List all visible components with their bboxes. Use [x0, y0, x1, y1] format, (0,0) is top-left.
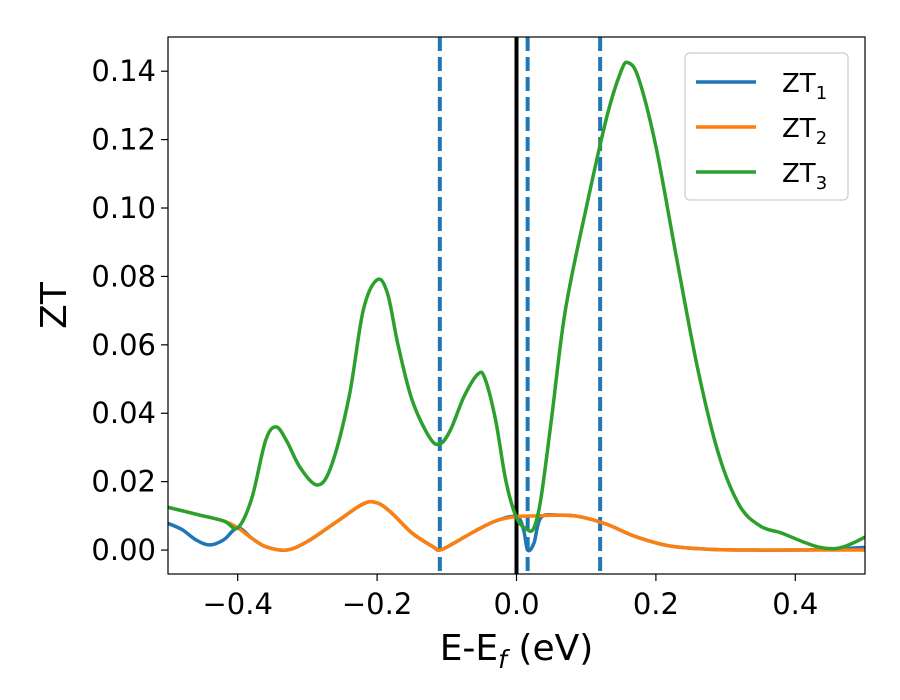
- x-tick-label: −0.2: [342, 587, 412, 621]
- legend-label-zt2: ZT2: [782, 114, 827, 149]
- x-tick-label: 0.2: [633, 587, 679, 621]
- x-tick-label: 0.4: [772, 587, 818, 621]
- reference-lines: [437, 37, 603, 574]
- y-tick-label: 0.00: [91, 533, 156, 567]
- series-line-zt3: [168, 60, 865, 551]
- legend-label-zt3: ZT3: [782, 159, 827, 194]
- y-tick-label: 0.04: [91, 396, 156, 430]
- axes: −0.4 −0.2 0.0 0.2 0.4 0.00 0.02 0.04 0.06 0.08 0.1…: [34, 36, 866, 674]
- y-tick-label: 0.08: [91, 259, 156, 293]
- series-line-zt2: [168, 499, 865, 552]
- y-axis-title: ZT: [34, 281, 75, 329]
- legend: ZT1 ZT2 ZT3: [684, 52, 849, 201]
- y-tick-label: 0.12: [91, 123, 156, 157]
- y-tick-label: 0.10: [91, 191, 156, 225]
- legend-box: [684, 52, 849, 201]
- legend-label-zt1: ZT1: [782, 69, 827, 104]
- y-tick-label: 0.06: [91, 328, 156, 362]
- x-tick-label: −0.4: [202, 587, 272, 621]
- y-tick-label: 0.14: [91, 54, 156, 88]
- x-axis-title: E-Ef (eV): [440, 628, 594, 674]
- x-tick-label: 0.0: [493, 587, 539, 621]
- y-tick-label: 0.02: [91, 465, 156, 499]
- series-group: [168, 60, 865, 553]
